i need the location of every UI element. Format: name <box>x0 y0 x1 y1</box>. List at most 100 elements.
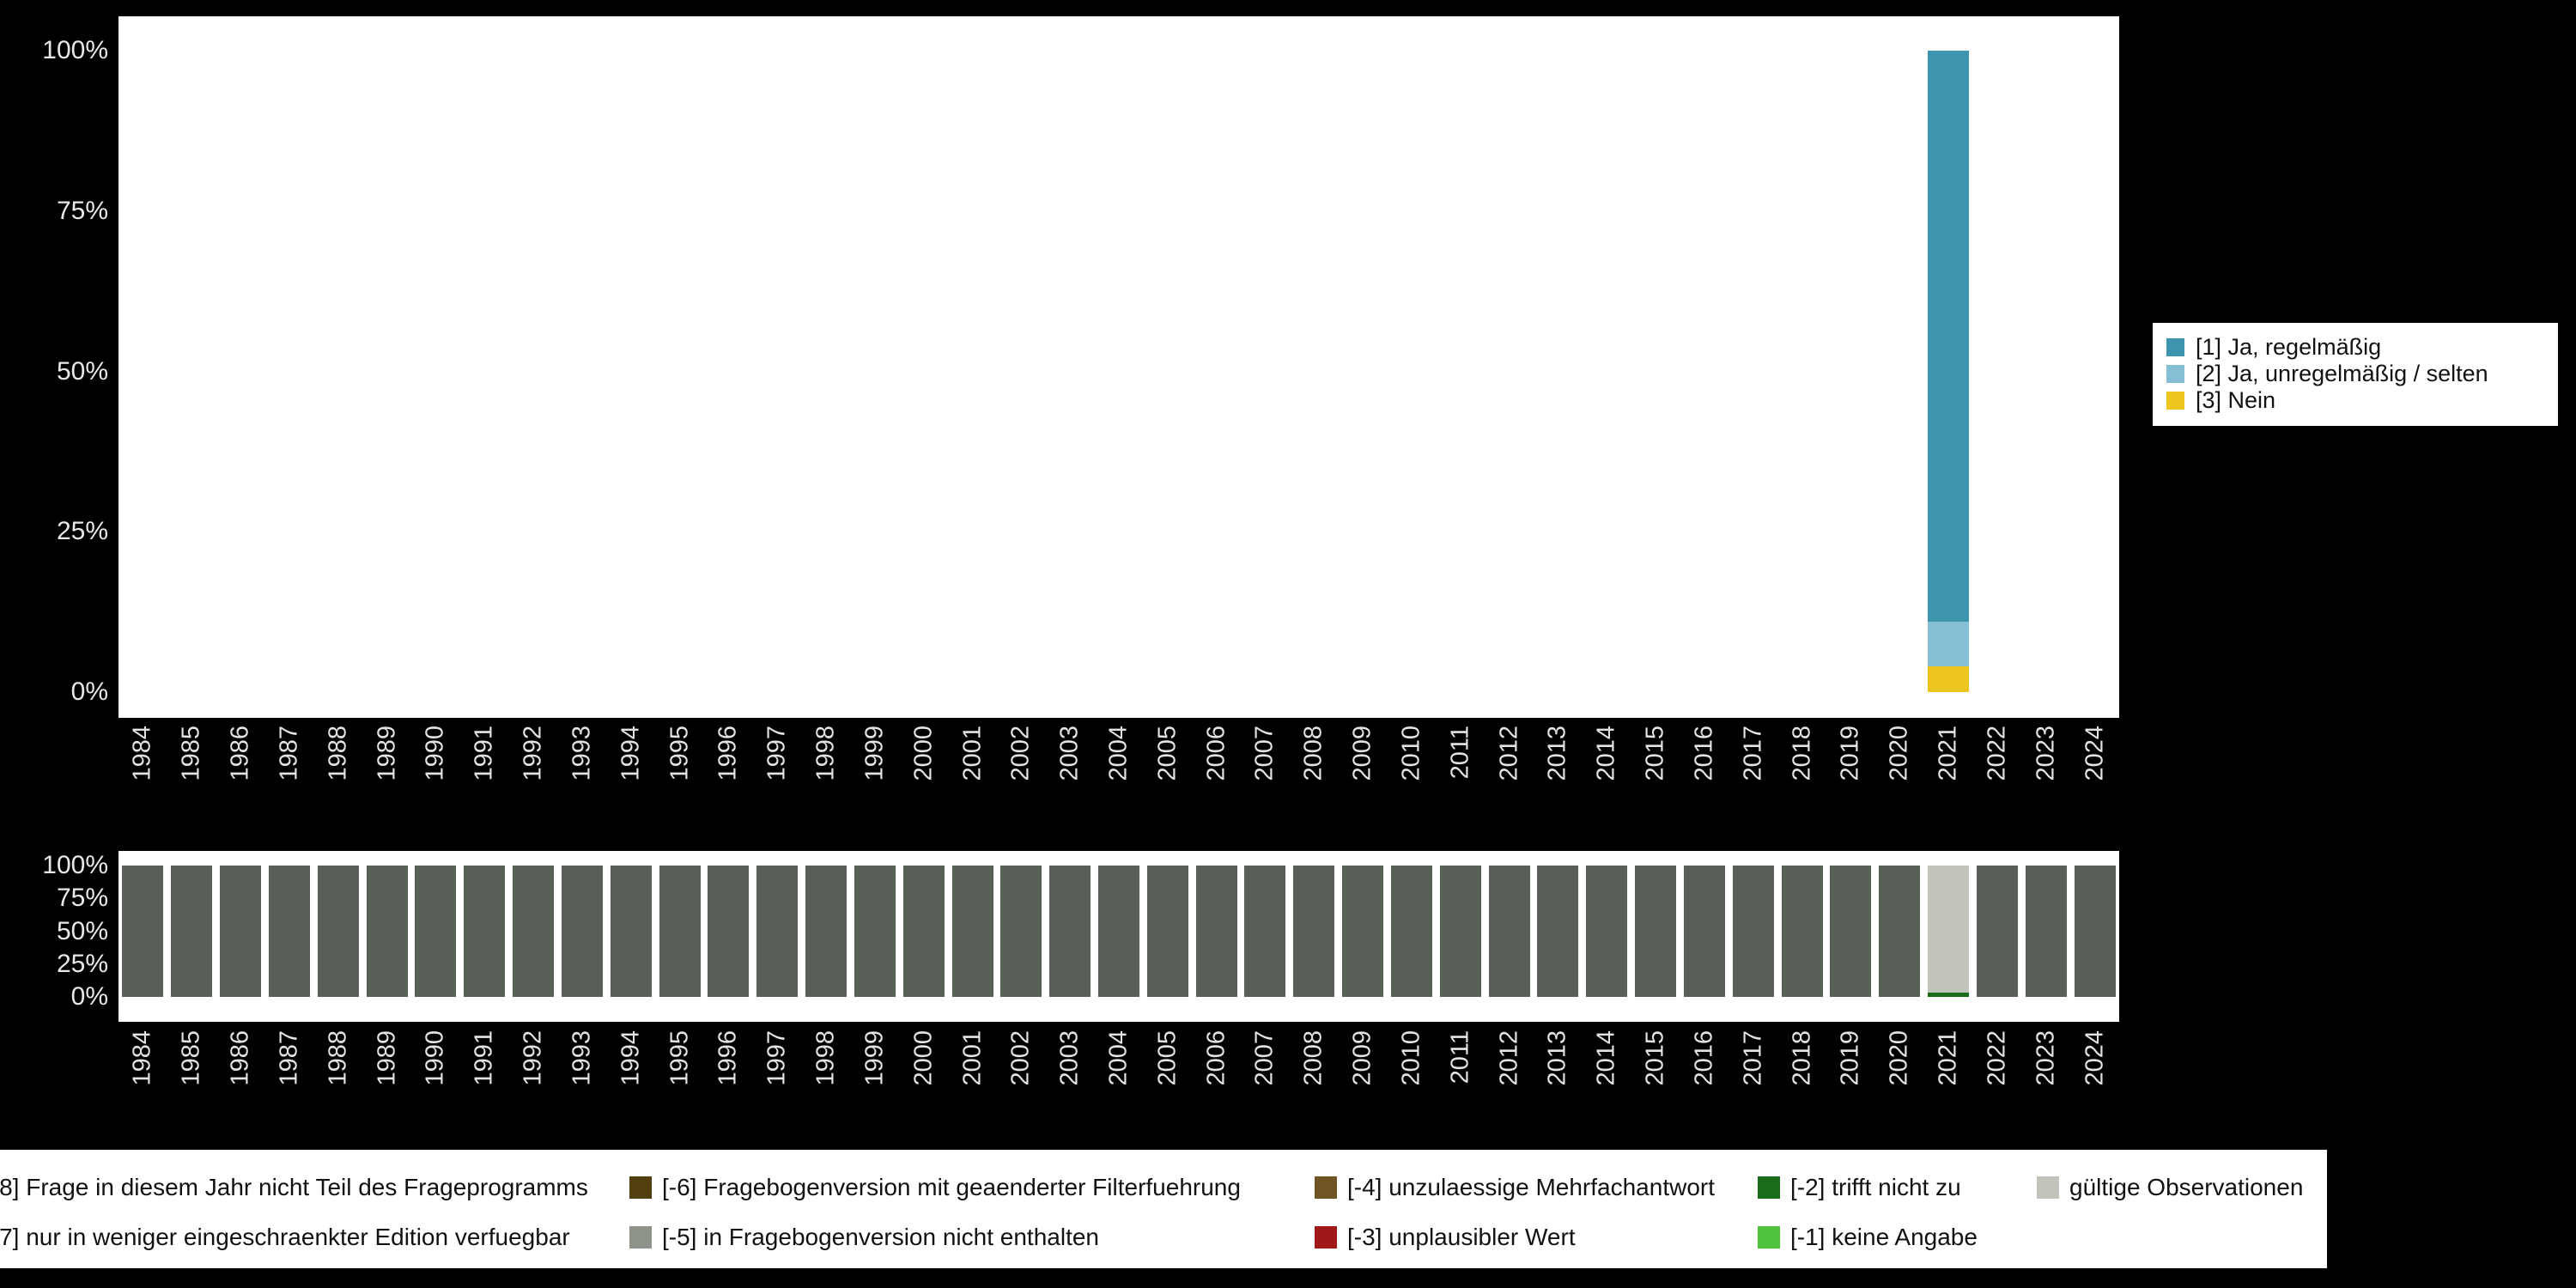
bar-segment <box>1928 866 1970 993</box>
legend-label: [-7] nur in weniger eingeschraenkter Edi… <box>0 1224 570 1250</box>
x-axis-tick-label: 1999 <box>860 726 889 781</box>
x-axis-tick-label: 2020 <box>1885 726 1913 781</box>
legend-swatch <box>2166 392 2184 410</box>
x-axis-tick-label: 2000 <box>909 1030 937 1086</box>
legend-label: gültige Observationen <box>2069 1174 2304 1200</box>
x-axis-tick-label: 2013 <box>1543 726 1571 781</box>
x-axis-tick-label: 1997 <box>762 726 791 781</box>
y-axis-tick-label: 75% <box>56 196 108 225</box>
x-axis-tick-label: 1984 <box>128 1030 156 1086</box>
bar-segment <box>1244 866 1286 997</box>
legend-swatch <box>629 1176 652 1199</box>
x-axis-tick-label: 1984 <box>128 726 156 781</box>
x-axis-tick-label: 2002 <box>1006 726 1035 781</box>
x-axis-tick-label: 1996 <box>714 1030 742 1086</box>
x-axis-tick-label: 2004 <box>1104 1030 1133 1086</box>
x-axis-tick-label: 1988 <box>324 726 352 781</box>
bar-segment <box>268 866 310 997</box>
x-axis-tick-label: 2008 <box>1299 726 1327 781</box>
x-axis-tick-label: 2001 <box>957 726 986 781</box>
x-axis-tick-label: 2000 <box>909 726 937 781</box>
y-axis-tick-label: 25% <box>56 949 108 978</box>
bar-segment <box>1732 866 1774 997</box>
y-axis-tick-label: 100% <box>42 36 108 64</box>
bar-segment <box>464 866 506 997</box>
x-axis-tick-label: 1987 <box>275 726 303 781</box>
x-axis-tick-label: 1988 <box>324 1030 352 1086</box>
bar-segment <box>171 866 213 997</box>
x-axis-tick-label: 2013 <box>1543 1030 1571 1086</box>
legend-swatch <box>2166 338 2184 356</box>
bar-segment <box>1976 866 2018 997</box>
bar-segment <box>1928 993 1970 997</box>
x-axis-tick-label: 2011 <box>1446 1030 1474 1084</box>
x-axis-tick-label: 2006 <box>1201 726 1230 781</box>
bar-segment <box>951 866 993 997</box>
x-axis-tick-label: 2017 <box>1739 1030 1767 1086</box>
bar-segment <box>708 866 750 997</box>
x-axis-tick-label: 1999 <box>860 1030 889 1086</box>
bar-segment <box>1928 621 1970 667</box>
x-axis-tick-label: 2022 <box>1983 1030 2011 1086</box>
legend-item: [-2] trifft nicht zu <box>1758 1173 1961 1202</box>
x-axis-tick-label: 1997 <box>762 1030 791 1086</box>
legend-item: [3] Nein <box>2166 387 2558 414</box>
x-axis-tick-label: 2002 <box>1006 1030 1035 1086</box>
legend-item: [-6] Fragebogenversion mit geaenderter F… <box>629 1173 1241 1202</box>
bar-segment <box>1928 51 1970 622</box>
x-axis-tick-label: 1991 <box>470 726 498 781</box>
bar-segment <box>220 866 262 997</box>
bar-segment <box>1488 866 1530 997</box>
x-axis-tick-label: 2014 <box>1592 726 1620 781</box>
bar-segment <box>122 866 164 997</box>
x-axis-tick-label: 2011 <box>1446 726 1474 780</box>
legend-item: [1] Ja, regelmäßig <box>2166 334 2558 361</box>
x-axis-tick-label: 1996 <box>714 726 742 781</box>
legend-label: [-3] unplausibler Wert <box>1347 1224 1576 1250</box>
legend-label: [-4] unzulaessige Mehrfachantwort <box>1347 1174 1715 1200</box>
x-axis-tick-label: 2008 <box>1299 1030 1327 1086</box>
x-axis-tick-label: 2005 <box>1153 1030 1182 1086</box>
missing-codes-legend: [-8] Frage in diesem Jahr nicht Teil des… <box>0 1150 2327 1268</box>
legend-swatch <box>1315 1176 1337 1199</box>
bar-segment <box>610 866 652 997</box>
y-axis-tick-label: 100% <box>42 851 108 879</box>
x-axis-tick-label: 1989 <box>372 726 400 781</box>
x-axis-tick-label: 2003 <box>1055 726 1084 781</box>
x-axis-tick-label: 1995 <box>665 726 693 781</box>
x-axis-tick-label: 2023 <box>2032 726 2060 781</box>
legend-item: [-3] unplausibler Wert <box>1315 1223 1576 1252</box>
bar-segment <box>2025 866 2067 997</box>
legend-item: [-1] keine Angabe <box>1758 1223 1978 1252</box>
legend-label: [3] Nein <box>2196 387 2276 413</box>
bar-segment <box>902 866 945 997</box>
legend-item: [-7] nur in weniger eingeschraenkter Edi… <box>0 1223 570 1252</box>
x-axis-tick-label: 2010 <box>1397 726 1425 781</box>
bar-segment <box>1537 866 1579 997</box>
x-axis-tick-label: 2019 <box>1836 1030 1864 1086</box>
x-axis-tick-label: 2015 <box>1641 1030 1669 1086</box>
x-axis-tick-label: 2004 <box>1104 726 1133 781</box>
legend-item: [-4] unzulaessige Mehrfachantwort <box>1315 1173 1715 1202</box>
x-axis-tick-label: 1993 <box>568 1030 596 1086</box>
main-chart-panel <box>118 16 2119 718</box>
x-axis-tick-label: 1985 <box>177 1030 205 1086</box>
x-axis-tick-label: 1994 <box>617 1030 645 1086</box>
x-axis-tick-label: 1995 <box>665 1030 693 1086</box>
bar-segment <box>1293 866 1335 997</box>
x-axis-tick-label: 1991 <box>470 1030 498 1086</box>
bar-segment <box>317 866 359 997</box>
bar-segment <box>366 866 408 997</box>
bar-segment <box>1342 866 1384 997</box>
x-axis-tick-label: 2016 <box>1690 1030 1718 1086</box>
bar-segment <box>513 866 555 997</box>
x-axis-tick-label: 2023 <box>2032 1030 2060 1086</box>
legend-label: [-8] Frage in diesem Jahr nicht Teil des… <box>0 1174 588 1200</box>
bar-segment <box>1586 866 1628 997</box>
bar-segment <box>1195 866 1237 997</box>
bar-segment <box>1928 666 1970 692</box>
x-axis-tick-label: 2005 <box>1153 726 1182 781</box>
y-axis-tick-label: 50% <box>56 356 108 386</box>
y-axis-tick-label: 75% <box>56 884 108 913</box>
